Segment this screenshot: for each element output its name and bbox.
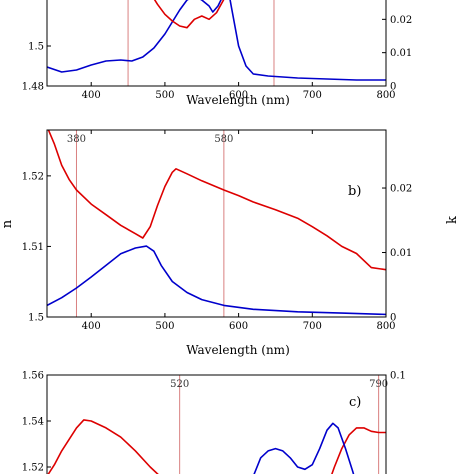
panel-a: 400 500 600 700 800 1.48 1.5 0 0.01 0.02 Waveleng… <box>22 0 412 107</box>
panel-c-y-tick-label-left: 1.56 <box>22 371 44 382</box>
panel-a-x-tick-label: 600 <box>229 90 248 101</box>
panel-b-series-red-line <box>47 130 386 271</box>
panel-b-x-tick-label: 500 <box>155 321 174 332</box>
panel-c-frame <box>46 374 387 474</box>
panel-a-y-tick-label-right: 0.02 <box>390 15 412 26</box>
panel-b-x-axis-label: Wavelength (nm) <box>186 343 290 357</box>
panel-b-y-tick-label-left: 1.5 <box>28 313 44 324</box>
panel-a-series-red-line <box>153 0 225 29</box>
panel-b-frame <box>46 129 387 318</box>
panel-a-x-tick-label: 400 <box>82 90 101 101</box>
panel-b-y-tick-label-right: 0.02 <box>390 184 412 195</box>
panel-c-series-blue-line <box>253 422 355 474</box>
panel-b-y-tick-label-left: 1.52 <box>22 171 44 182</box>
panel-b-reference-line-label: 380 <box>67 134 86 145</box>
panel-b-y-axis-label-left: n <box>0 219 15 228</box>
panel-a-x-tick-label: 800 <box>376 90 395 101</box>
panel-a-plot: 400 500 600 700 800 1.48 1.5 0 0.01 0.02 <box>22 0 412 101</box>
panel-a-frame <box>46 0 387 87</box>
panel-b-x-tick-label: 700 <box>303 321 322 332</box>
panel-a-x-tick-label: 500 <box>155 90 174 101</box>
panel-c-reference-line-label: 790 <box>369 379 388 390</box>
panel-c-series-red-line <box>47 419 159 474</box>
panel-c-y-tick-label-right: 0.1 <box>390 371 406 382</box>
panel-b: 380 580 400 500 600 700 800 1.5 1.51 1.52 0 0.01 0.0… <box>0 129 460 357</box>
panel-a-y-tick-label-left: 1.5 <box>28 42 44 53</box>
panel-b-y-tick-label-right: 0.01 <box>390 248 412 259</box>
panel-c-y-tick-label-left: 1.52 <box>22 463 44 474</box>
panel-b-x-tick-label: 800 <box>376 321 395 332</box>
panel-b-x-tick-label: 600 <box>229 321 248 332</box>
panel-a-y-tick-label-right: 0 <box>390 82 396 93</box>
panel-c: 520 790 1.52 1.54 1.56 0.1 c) <box>22 371 406 474</box>
panel-c-panel-label: c) <box>349 395 361 410</box>
panel-b-series-blue-line <box>47 245 386 316</box>
panel-b-x-tick-label: 400 <box>82 321 101 332</box>
panel-a-y-tick-label-right: 0.01 <box>390 48 412 59</box>
panel-c-plot: 520 790 1.52 1.54 1.56 0.1 <box>22 371 406 474</box>
panel-b-reference-line-label: 580 <box>214 134 233 145</box>
panel-b-plot: 380 580 400 500 600 700 800 1.5 1.51 1.52 0 0.01 0.0… <box>22 129 412 332</box>
panel-b-y-tick-label-left: 1.51 <box>22 242 44 253</box>
panel-c-y-tick-label-left: 1.54 <box>22 417 44 428</box>
panel-c-reference-line-label: 520 <box>170 379 189 390</box>
panel-a-x-tick-label: 700 <box>303 90 322 101</box>
panel-c-series-red-line <box>331 427 386 474</box>
panel-a-y-tick-label-left: 1.48 <box>22 82 44 93</box>
panel-a-series-blue-line <box>47 0 386 81</box>
panel-b-y-axis-label-right: k <box>445 216 460 224</box>
panel-b-y-tick-label-right: 0 <box>390 313 396 324</box>
panel-b-panel-label: b) <box>348 184 361 199</box>
panel-a-x-axis-label: Wavelength (nm) <box>186 93 290 107</box>
